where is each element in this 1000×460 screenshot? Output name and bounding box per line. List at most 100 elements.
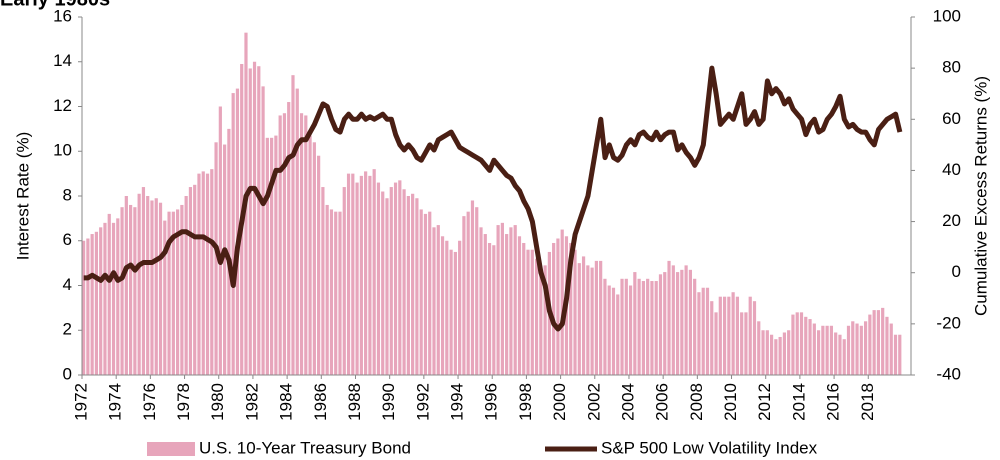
bar xyxy=(863,321,868,375)
bar xyxy=(731,292,735,375)
bar xyxy=(646,278,650,375)
bar xyxy=(180,204,184,375)
bar xyxy=(769,334,774,375)
y2-tick-label: -20 xyxy=(936,313,961,332)
x-tick-label: 2012 xyxy=(755,383,774,421)
bar xyxy=(287,102,291,376)
bar xyxy=(872,310,876,375)
bar xyxy=(594,260,598,375)
bar xyxy=(778,336,782,375)
bar xyxy=(628,285,633,375)
y-tick-label: 16 xyxy=(53,6,72,25)
bar xyxy=(252,61,257,375)
bar xyxy=(500,222,504,375)
bar xyxy=(799,312,804,375)
bar xyxy=(680,269,684,375)
bar xyxy=(325,204,329,375)
bar xyxy=(458,240,462,375)
bar xyxy=(94,231,99,375)
bar xyxy=(487,242,492,375)
legend-label: S&P 500 Low Volatility Index xyxy=(601,438,818,457)
x-tick-label: 2018 xyxy=(858,383,877,421)
x-tick-label: 1976 xyxy=(140,383,159,421)
bar xyxy=(851,321,855,375)
bar xyxy=(684,265,688,375)
bar xyxy=(372,169,376,375)
bar xyxy=(184,196,188,375)
bar xyxy=(176,209,180,375)
bar xyxy=(223,144,227,375)
bar xyxy=(449,249,453,375)
bar xyxy=(265,137,269,375)
bar xyxy=(129,204,133,375)
bar xyxy=(304,115,308,375)
bar xyxy=(496,225,500,375)
y2-tick-label: 100 xyxy=(933,6,961,25)
bar xyxy=(154,198,158,375)
x-tick-label: 1972 xyxy=(71,383,90,421)
y2-tick-label: 60 xyxy=(942,109,961,128)
bar xyxy=(257,66,261,375)
bar xyxy=(705,287,710,375)
bar xyxy=(727,296,731,375)
bar xyxy=(590,267,594,375)
bar xyxy=(607,285,611,375)
bar xyxy=(278,115,282,375)
bar xyxy=(795,312,799,375)
x-tick-label: 1984 xyxy=(277,383,296,421)
bar xyxy=(436,225,440,375)
bar xyxy=(855,323,859,375)
bar xyxy=(274,135,278,375)
bar xyxy=(757,321,761,375)
bar xyxy=(599,260,603,375)
y-tick-label: 2 xyxy=(63,320,72,339)
bar xyxy=(402,189,406,375)
bar xyxy=(479,227,483,375)
bar xyxy=(470,200,475,375)
y-axis-label: Interest Rate (%) xyxy=(13,132,32,261)
bar xyxy=(475,207,479,375)
bar xyxy=(445,240,449,375)
bar xyxy=(150,200,154,375)
bar xyxy=(137,193,141,375)
bar xyxy=(885,316,889,375)
bar xyxy=(299,113,304,376)
bar xyxy=(791,314,795,375)
bar xyxy=(483,234,487,375)
bar xyxy=(231,93,235,375)
bar xyxy=(466,211,470,375)
y-tick-label: 14 xyxy=(53,51,72,70)
y-tick-label: 10 xyxy=(53,141,72,160)
bar xyxy=(419,209,423,375)
bar xyxy=(411,193,415,375)
bar xyxy=(530,249,534,375)
bar xyxy=(141,187,146,375)
bar xyxy=(406,196,410,375)
x-tick-label: 1982 xyxy=(242,383,261,421)
bar xyxy=(393,182,398,375)
x-tick-label: 2010 xyxy=(721,383,740,421)
bar xyxy=(744,312,748,375)
bar xyxy=(667,260,671,375)
chart-title: Early 1980s xyxy=(0,0,110,10)
x-tick-label: 2014 xyxy=(789,383,808,421)
bar xyxy=(163,220,167,375)
line xyxy=(83,65,903,332)
bar xyxy=(338,211,342,375)
bar xyxy=(270,137,274,375)
bar xyxy=(881,307,885,375)
bar xyxy=(188,187,193,375)
bar xyxy=(116,218,120,375)
x-tick-label: 1980 xyxy=(208,383,227,421)
bar xyxy=(624,278,628,375)
bar xyxy=(381,191,385,375)
bar xyxy=(90,234,94,375)
bar xyxy=(534,258,539,375)
bar xyxy=(748,296,752,375)
bar xyxy=(526,249,530,375)
y2-tick-label: 0 xyxy=(952,262,961,281)
bar xyxy=(761,330,765,375)
x-tick-label: 1996 xyxy=(482,383,501,421)
bar xyxy=(620,278,624,375)
